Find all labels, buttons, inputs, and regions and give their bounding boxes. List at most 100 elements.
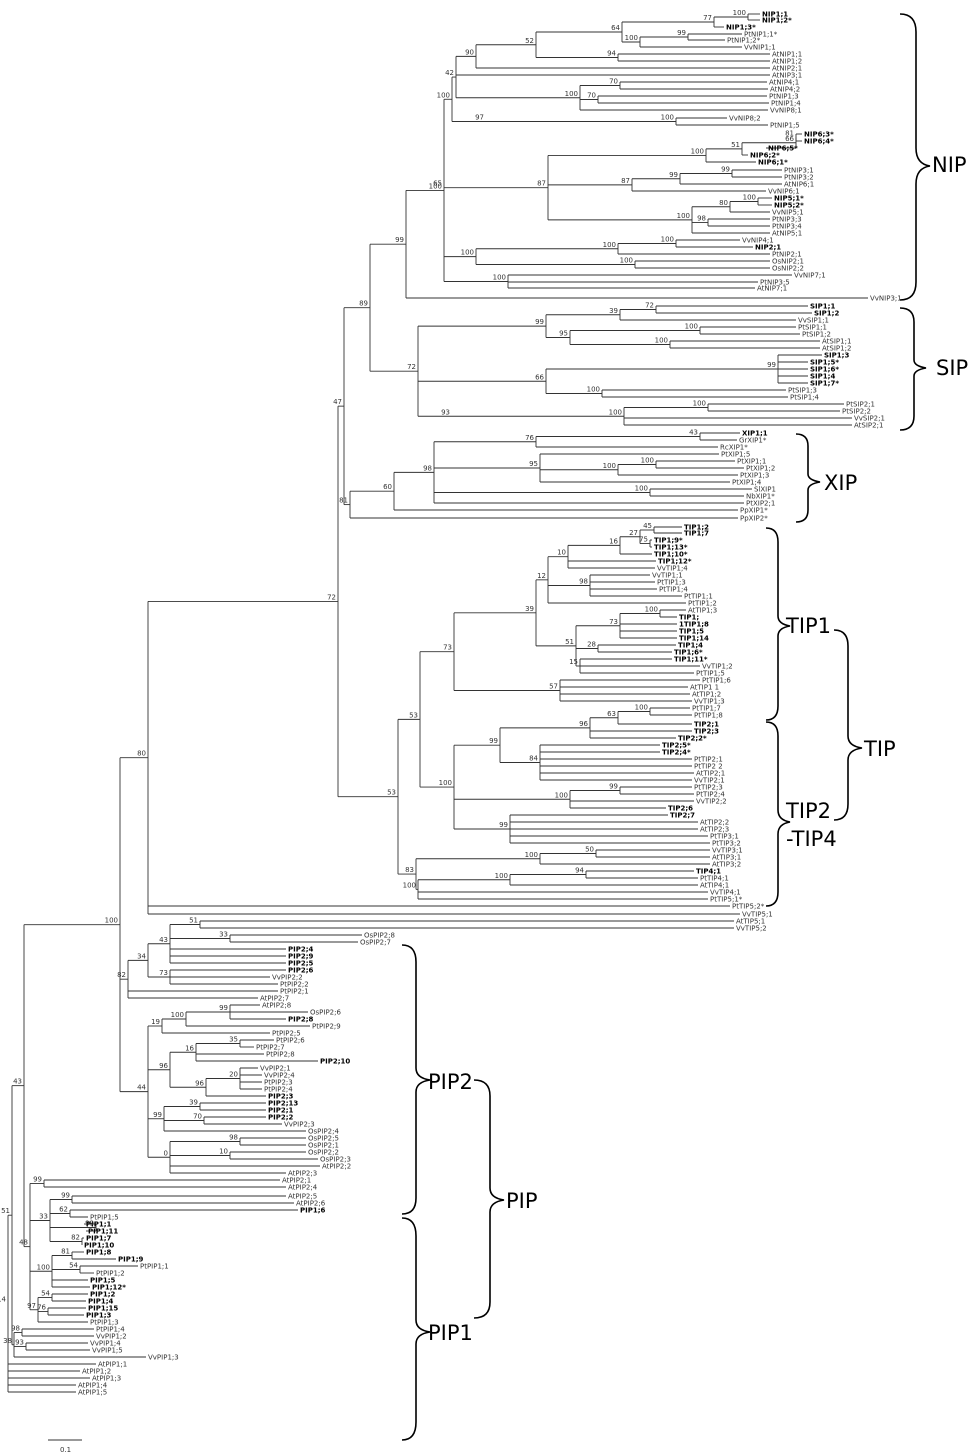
- leaf-label: PtTIP2;4: [696, 791, 725, 799]
- bootstrap-value: 93: [441, 408, 450, 416]
- leaf-label: AtTIP1;3: [688, 607, 717, 615]
- leaf-label: AtNIP6;1: [784, 181, 814, 189]
- bootstrap-value: 90: [465, 48, 474, 56]
- leaf-label: SIP1;3: [824, 352, 849, 360]
- leaf-label: NIP5;1*: [774, 195, 804, 203]
- leaf-label: AtTIP4;1: [700, 882, 729, 890]
- bootstrap-value: 72: [645, 302, 654, 310]
- bootstrap-value: 42: [445, 69, 454, 77]
- bootstrap-value: 99: [489, 737, 498, 745]
- leaf-label: VvNIP3;1: [870, 295, 902, 303]
- leaf-label: PIP1;6: [300, 1207, 326, 1215]
- bootstrap-value: 70: [193, 1113, 202, 1121]
- leaf-label: PtPIP2;2: [280, 981, 309, 989]
- bootstrap-value: 100: [743, 194, 756, 202]
- leaf-label: PIP2;1: [268, 1107, 294, 1115]
- leaf-label: VvPIP1;3: [148, 1354, 179, 1362]
- bootstrap-value: 99: [609, 783, 618, 791]
- bootstrap-value: 43: [689, 429, 698, 437]
- leaf-label: AtNIP1;2: [772, 58, 802, 66]
- leaf-label: AtPIP2;2: [322, 1163, 351, 1171]
- leaf-label: PIP1;2: [90, 1291, 116, 1299]
- leaf-label: TIP1;6*: [674, 649, 703, 657]
- bootstrap-value: 99: [219, 1004, 228, 1012]
- bootstrap-value: 95: [529, 460, 538, 468]
- leaf-label: PtTIP2 2: [694, 763, 723, 771]
- bootstrap-value: 99: [499, 821, 508, 829]
- leaf-label: AtPIP2;3: [288, 1170, 317, 1178]
- leaf-label: PtTIP1;3: [657, 579, 686, 587]
- bootstrap-value: 100: [641, 457, 654, 465]
- leaf-label: PtTIP1;5: [696, 670, 725, 678]
- leaf-label: AtNIP1;1: [772, 51, 802, 59]
- leaf-label: PtPIP1;5: [90, 1214, 119, 1222]
- bootstrap-value: 100: [493, 274, 506, 282]
- leaf-label: AtSIP2;1: [854, 422, 883, 430]
- leaf-label: VvPIP2;3: [284, 1121, 315, 1129]
- leaf-label: PtNIP1;4: [771, 100, 801, 108]
- tip2-tip4-brace: [765, 721, 791, 907]
- bootstrap-value: 10: [219, 1148, 228, 1156]
- leaf-label: SIP1;7*: [810, 380, 839, 388]
- leaf-label: PtNIP1;5: [770, 122, 800, 130]
- leaf-label: TIP4;1: [696, 868, 721, 876]
- bootstrap-value: 72: [327, 593, 336, 601]
- leaf-label: PtSIP1;1: [798, 324, 827, 332]
- leaf-label: 1TIP1;8: [679, 621, 709, 629]
- bootstrap-value: 100: [587, 386, 600, 394]
- leaf-label: SIP1;4: [810, 373, 835, 381]
- leaf-label: PtSIP1;3: [788, 387, 817, 395]
- bootstrap-value: 96: [195, 1079, 204, 1087]
- bootstrap-value: 98: [229, 1134, 238, 1142]
- leaf-label: NIP6;2*: [750, 152, 780, 160]
- bootstrap-value: 70: [587, 92, 596, 100]
- leaf-label: PIP2;3: [268, 1093, 294, 1101]
- bootstrap-value: 51: [1, 1207, 10, 1215]
- leaf-label: PtPIP1;1: [140, 1263, 169, 1271]
- leaf-label: PIP2;9: [288, 953, 314, 961]
- bootstrap-value: 89: [359, 300, 368, 308]
- leaf-label: AtNIP3;1: [772, 72, 802, 80]
- bootstrap-value: 10: [557, 549, 566, 557]
- leaf-label: VvPIP1;2: [96, 1333, 127, 1341]
- bootstrap-value: 54: [41, 1290, 50, 1298]
- leaf-label: OsPIP2;3: [320, 1156, 351, 1164]
- bootstrap-value: 100: [37, 1263, 50, 1271]
- bootstrap-value: 100: [661, 236, 674, 244]
- pip1-brace: [401, 1217, 431, 1441]
- leaf-label: PIP1;1: [86, 1221, 112, 1229]
- leaf-label: PtXIP1;5: [721, 451, 750, 459]
- leaf-label: PtNIP1;3: [769, 93, 799, 101]
- leaf-label: SIP1;5*: [810, 359, 839, 367]
- leaf-label: XIP1;1: [742, 430, 768, 438]
- leaf-label: PtPIP2;8: [266, 1051, 295, 1059]
- bootstrap-value: 16: [609, 537, 618, 545]
- leaf-label: NbXIP1*: [746, 493, 775, 501]
- group-label-tip1: TIP1: [785, 614, 831, 638]
- leaf-label: SIP1;1: [810, 303, 835, 311]
- group-label-pip: PIP: [506, 1189, 538, 1213]
- bootstrap-value: 100: [693, 400, 706, 408]
- leaf-label: TIP2;2*: [678, 735, 707, 743]
- leaf-label: PIP1;3: [86, 1312, 112, 1320]
- bootstrap-value: 51: [565, 638, 574, 646]
- leaf-label: TIP2;7: [670, 812, 695, 820]
- leaf-label: PtSIP1;2: [802, 331, 831, 339]
- group-label-nip: NIP: [932, 153, 967, 177]
- group-labels: NIP SIP XIP TIP1 TIP TIP2 -TIP4 PIP2 PIP…: [428, 153, 968, 1345]
- leaf-label: PtXIP2;1: [746, 500, 775, 508]
- leaf-label: PtPIP1;3: [90, 1319, 119, 1327]
- bootstrap-value: 99: [677, 29, 686, 37]
- bootstrap-value: 50: [585, 846, 594, 854]
- leaf-label: OsPIP2;1: [308, 1142, 339, 1150]
- leaf-label: PtTIP3;1: [710, 833, 739, 841]
- group-label-tip4: -TIP4: [786, 827, 837, 851]
- leaf-label: PIP2;6: [288, 967, 314, 975]
- leaf-label: OsNIP2;1: [772, 258, 804, 266]
- bootstrap-value: 12: [537, 572, 546, 580]
- bootstrap-value: 77: [703, 14, 712, 22]
- leaf-label: AtPIP2;5: [288, 1193, 317, 1201]
- leaf-label: NIP6;4*: [804, 138, 834, 146]
- leaf-label: PIP1;8: [86, 1249, 112, 1257]
- leaf-label: VvTIP5;1: [742, 911, 773, 919]
